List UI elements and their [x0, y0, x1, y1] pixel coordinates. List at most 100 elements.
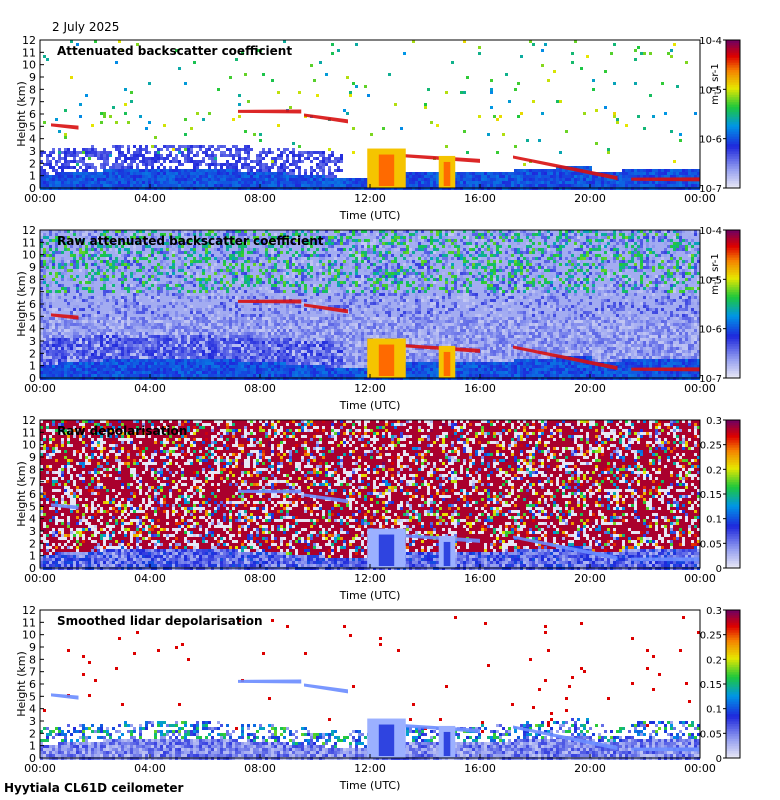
x-tick-label: 20:00	[574, 762, 606, 775]
x-tick-label: 20:00	[574, 192, 606, 205]
x-tick-label: 16:00	[464, 762, 496, 775]
y-tick-label: 2	[29, 157, 36, 170]
panel-title: Raw attenuated backscatter coefficient	[57, 234, 324, 248]
y-tick-label: 9	[29, 261, 36, 274]
y-tick-label: 7	[29, 96, 36, 109]
y-tick-label: 8	[29, 653, 36, 666]
colorbar: 00.050.10.150.20.250.3	[700, 606, 740, 765]
x-tick-label: 16:00	[464, 192, 496, 205]
x-axis-label: Time (UTC)	[339, 209, 401, 222]
y-tick-label: 5	[29, 500, 36, 513]
x-tick-label: 00:00	[24, 762, 56, 775]
y-tick-label: 1	[29, 740, 36, 753]
colorbar-tick-label: 0.3	[706, 416, 722, 427]
y-tick-label: 10	[22, 629, 36, 642]
x-tick-label: 12:00	[354, 762, 386, 775]
colorbar-tick-label: 10-4	[699, 36, 722, 47]
y-tick-label: 1	[29, 360, 36, 373]
colorbar-tick-label: 10-6	[699, 325, 722, 336]
noon-convection-core	[379, 725, 394, 756]
x-tick-label: 20:00	[574, 382, 606, 395]
colorbar-tick-label: 10-7	[699, 374, 722, 385]
x-tick-label: 08:00	[244, 762, 276, 775]
y-tick-label: 10	[22, 59, 36, 72]
colorbar-tick-label: 0.15	[700, 490, 722, 501]
afternoon-shower-core	[444, 542, 451, 566]
panel-4: Smoothed lidar depolarisation01234567891…	[15, 604, 740, 792]
y-tick-label: 12	[22, 224, 36, 237]
colorbar-tick-label: 0.05	[700, 729, 722, 740]
y-tick-label: 9	[29, 71, 36, 84]
panel-2: Raw attenuated backscatter coefficient01…	[15, 224, 740, 412]
panel-title: Raw depolarisation	[57, 424, 187, 438]
y-tick-label: 8	[29, 273, 36, 286]
noon-convection-core	[379, 345, 394, 376]
colorbar-tick-label: 0.3	[706, 606, 722, 617]
y-tick-label: 3	[29, 525, 36, 538]
x-tick-label: 12:00	[354, 192, 386, 205]
panel-1: Attenuated backscatter coefficient012345…	[15, 34, 740, 222]
afternoon-shower-core	[444, 732, 451, 756]
noon-convection-core	[379, 155, 394, 186]
mid-morning-cloud	[238, 300, 301, 304]
colorbar: 00.050.10.150.20.250.3	[700, 416, 740, 575]
y-axis-label: Height (km)	[15, 81, 28, 147]
panel-title: Smoothed lidar depolarisation	[57, 614, 263, 628]
x-axis-label: Time (UTC)	[339, 589, 401, 602]
x-tick-label: 12:00	[354, 572, 386, 585]
y-tick-label: 10	[22, 439, 36, 452]
colorbar: 10-710-610-510-4m-1 sr-1	[699, 36, 740, 195]
y-tick-label: 6	[29, 108, 36, 121]
y-tick-label: 5	[29, 120, 36, 133]
x-tick-label: 00:00	[24, 382, 56, 395]
y-tick-label: 3	[29, 145, 36, 158]
ceilometer-figure: Attenuated backscatter coefficient012345…	[0, 0, 780, 800]
y-axis-label: Height (km)	[15, 651, 28, 717]
y-tick-label: 11	[22, 616, 36, 629]
afternoon-shower-core	[444, 162, 451, 186]
y-tick-label: 1	[29, 170, 36, 183]
night-low-cloud	[631, 177, 700, 181]
colorbar-label: m-1 sr-1	[710, 63, 721, 105]
y-tick-label: 12	[22, 34, 36, 47]
y-tick-label: 8	[29, 83, 36, 96]
y-tick-label: 6	[29, 298, 36, 311]
y-tick-label: 2	[29, 727, 36, 740]
colorbar-tick-label: 0.05	[700, 539, 722, 550]
night-low-cloud	[631, 367, 700, 371]
y-tick-label: 12	[22, 414, 36, 427]
night-low-cloud	[631, 747, 700, 751]
y-tick-label: 11	[22, 426, 36, 439]
colorbar-tick-label: 0.2	[706, 465, 722, 476]
y-tick-label: 9	[29, 641, 36, 654]
x-tick-label: 04:00	[134, 192, 166, 205]
x-tick-label: 00:00	[684, 572, 716, 585]
y-tick-label: 8	[29, 463, 36, 476]
y-tick-label: 2	[29, 537, 36, 550]
colorbar-tick-label: 0	[716, 754, 722, 765]
y-tick-label: 4	[29, 513, 36, 526]
colorbar-tick-label: 0.2	[706, 655, 722, 666]
y-tick-label: 7	[29, 666, 36, 679]
y-tick-label: 4	[29, 703, 36, 716]
y-tick-label: 9	[29, 451, 36, 464]
x-tick-label: 00:00	[684, 762, 716, 775]
colorbar-tick-label: 10-6	[699, 135, 722, 146]
colorbar-tick-label: 10-7	[699, 184, 722, 195]
y-tick-label: 10	[22, 249, 36, 262]
y-tick-label: 6	[29, 678, 36, 691]
x-tick-label: 00:00	[24, 192, 56, 205]
mid-morning-cloud	[238, 680, 301, 684]
panel-title: Attenuated backscatter coefficient	[57, 44, 292, 58]
x-tick-label: 08:00	[244, 192, 276, 205]
y-tick-label: 2	[29, 347, 36, 360]
colorbar-tick-label: 10-4	[699, 226, 722, 237]
x-tick-label: 04:00	[134, 762, 166, 775]
y-tick-label: 3	[29, 335, 36, 348]
noon-convection-core	[379, 535, 394, 566]
x-tick-label: 16:00	[464, 572, 496, 585]
y-tick-label: 1	[29, 550, 36, 563]
colorbar-tick-label: 0.1	[706, 515, 722, 526]
colorbar-tick-label: 0	[716, 564, 722, 575]
